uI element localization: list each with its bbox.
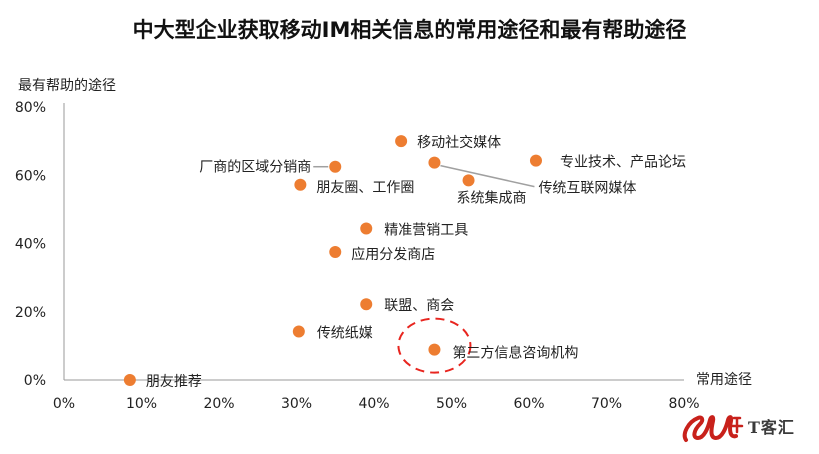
data-label: 联盟、商会 (384, 298, 454, 314)
data-point (428, 156, 441, 169)
y-tick-label: 0% (24, 373, 46, 389)
x-tick-label: 70% (591, 396, 622, 412)
data-point (294, 178, 307, 191)
data-point (529, 154, 542, 167)
data-label: 系统集成商 (457, 189, 527, 206)
data-label: 移动社交媒体 (417, 134, 501, 151)
data-label: 传统纸媒 (317, 326, 373, 342)
x-tick-label: 60% (513, 396, 544, 412)
brand-logo: T客汇 (680, 404, 815, 450)
data-label: 第三方信息咨询机构 (452, 345, 578, 362)
x-tick-label: 50% (436, 396, 467, 412)
data-point (360, 222, 373, 235)
y-tick-label: 40% (15, 237, 46, 253)
label-leader-line (440, 164, 535, 188)
y-tick-label: 60% (15, 168, 46, 184)
data-label: 传统互联网媒体 (538, 181, 636, 197)
x-tick-label: 10% (126, 396, 157, 412)
x-tick-label: 80% (668, 396, 699, 412)
data-label: 专业技术、产品论坛 (560, 155, 686, 171)
data-point (292, 325, 305, 338)
y-axis-title: 最有帮助的途径 (18, 77, 116, 94)
data-point (395, 135, 408, 148)
data-label: 精准营销工具 (384, 222, 468, 238)
data-point (123, 374, 136, 386)
data-label: 朋友推荐 (146, 374, 202, 390)
data-label: 厂商的区域分销商 (199, 160, 311, 176)
x-tick-label: 30% (281, 396, 312, 412)
y-tick-label: 80% (15, 100, 46, 116)
y-tick-label: 20% (15, 305, 46, 321)
data-label: 应用分发商店 (351, 246, 435, 263)
logo-mark-icon (682, 415, 744, 442)
data-point (329, 246, 342, 259)
data-point (329, 160, 342, 173)
logo-text: T客汇 (748, 418, 795, 437)
x-tick-label: 20% (203, 396, 234, 412)
x-tick-label: 40% (358, 396, 389, 412)
chart-title: 中大型企业获取移动IM相关信息的常用途径和最有帮助途径 (132, 18, 687, 42)
data-point (462, 174, 475, 187)
x-tick-label: 0% (53, 396, 75, 412)
data-label: 朋友圈、工作圈 (316, 180, 414, 196)
data-point (428, 343, 441, 356)
x-axis-title: 常用途径 (696, 371, 752, 388)
data-point (360, 298, 373, 311)
highlight-ellipse (397, 317, 472, 374)
